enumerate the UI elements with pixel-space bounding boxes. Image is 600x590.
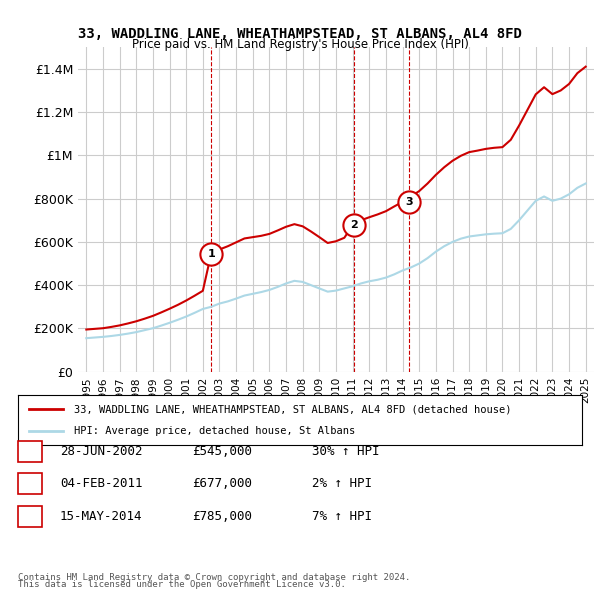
Text: Price paid vs. HM Land Registry's House Price Index (HPI): Price paid vs. HM Land Registry's House … <box>131 38 469 51</box>
Text: 04-FEB-2011: 04-FEB-2011 <box>60 477 143 490</box>
Text: 1: 1 <box>26 445 34 458</box>
Text: 28-JUN-2002: 28-JUN-2002 <box>60 445 143 458</box>
Text: 33, WADDLING LANE, WHEATHAMPSTEAD, ST ALBANS, AL4 8FD (detached house): 33, WADDLING LANE, WHEATHAMPSTEAD, ST AL… <box>74 404 512 414</box>
Text: HPI: Average price, detached house, St Albans: HPI: Average price, detached house, St A… <box>74 427 356 437</box>
Text: 7% ↑ HPI: 7% ↑ HPI <box>312 510 372 523</box>
Text: 3: 3 <box>26 510 34 523</box>
Text: £545,000: £545,000 <box>192 445 252 458</box>
Text: 3: 3 <box>405 197 413 207</box>
Text: 33, WADDLING LANE, WHEATHAMPSTEAD, ST ALBANS, AL4 8FD: 33, WADDLING LANE, WHEATHAMPSTEAD, ST AL… <box>78 27 522 41</box>
Text: 2% ↑ HPI: 2% ↑ HPI <box>312 477 372 490</box>
Text: 15-MAY-2014: 15-MAY-2014 <box>60 510 143 523</box>
Text: 2: 2 <box>26 477 34 490</box>
Text: 2: 2 <box>350 220 358 230</box>
Text: 1: 1 <box>207 249 215 259</box>
Text: This data is licensed under the Open Government Licence v3.0.: This data is licensed under the Open Gov… <box>18 580 346 589</box>
Text: £785,000: £785,000 <box>192 510 252 523</box>
Text: £677,000: £677,000 <box>192 477 252 490</box>
Text: Contains HM Land Registry data © Crown copyright and database right 2024.: Contains HM Land Registry data © Crown c… <box>18 573 410 582</box>
Text: 30% ↑ HPI: 30% ↑ HPI <box>312 445 380 458</box>
